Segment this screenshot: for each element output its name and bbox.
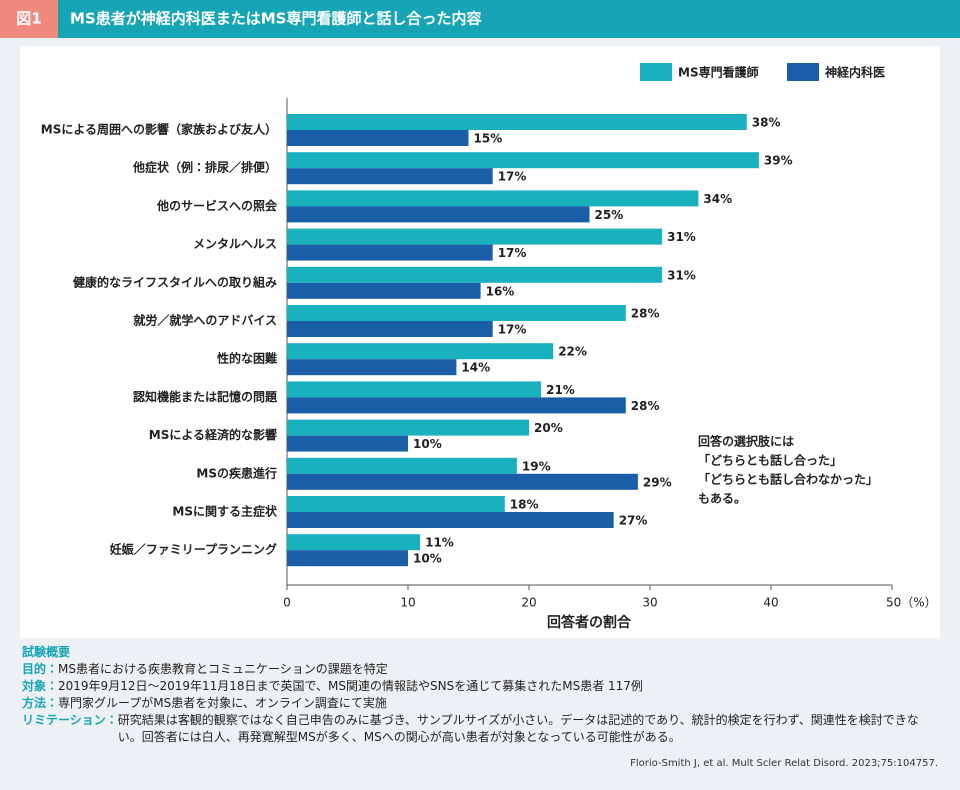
value-label: 17%	[498, 246, 527, 260]
bar	[287, 419, 529, 436]
bar	[287, 397, 626, 414]
bar	[287, 305, 626, 321]
value-label: 10%	[413, 437, 442, 451]
x-tick-label: 40	[763, 596, 778, 610]
annotation: 回答の選択肢には	[698, 434, 794, 449]
y-tick-label: 健康的なライフスタイルへの取り組み	[72, 274, 277, 289]
bar	[287, 282, 481, 299]
y-tick-label: メンタルヘルス	[193, 237, 277, 251]
y-tick-label: MSに関する主症状	[172, 504, 278, 519]
footer-label: リミテーション：	[22, 713, 118, 727]
bar	[287, 534, 421, 551]
bar	[287, 550, 408, 567]
value-label: 15%	[474, 132, 503, 146]
bar	[287, 244, 493, 261]
value-label: 16%	[486, 284, 515, 298]
title-bar	[0, 0, 960, 38]
x-tick-label: 50（%）	[886, 596, 937, 610]
bar	[287, 321, 493, 337]
x-tick-label: 20	[521, 596, 536, 610]
value-label: 10%	[413, 552, 442, 566]
bar	[287, 457, 517, 474]
legend-swatch	[640, 63, 672, 81]
legend-label: MS専門看護師	[678, 65, 759, 80]
plot-panel	[20, 46, 940, 638]
value-label: 11%	[425, 536, 454, 550]
y-tick-label: MSの疾患進行	[196, 465, 277, 480]
chart-title: MS患者が神経内科医またはMS専門看護師と話し合った内容	[70, 10, 481, 28]
x-axis-title: 回答者の割合	[547, 614, 632, 631]
value-label: 21%	[546, 383, 575, 397]
value-label: 19%	[522, 459, 551, 473]
bar	[287, 435, 408, 452]
bar	[287, 381, 542, 398]
y-tick-label: 認知機能または記憶の問題	[133, 389, 278, 404]
value-label: 17%	[498, 323, 527, 337]
y-tick-label: 就労／就学へのアドバイス	[133, 313, 277, 328]
bar	[287, 130, 469, 146]
bar	[287, 168, 493, 185]
footer-item: 目的： MS患者における疾患教育とコミュニケーションの課題を特定	[22, 661, 942, 678]
value-label: 28%	[631, 399, 660, 413]
y-tick-label: MSによる周囲への影響（家族および友人）	[41, 122, 277, 137]
value-label: 14%	[461, 361, 490, 375]
value-label: 38%	[752, 116, 781, 130]
y-tick-label: 性的な困難	[216, 351, 277, 366]
footer-item: 対象： 2019年9月12日～2019年11月18日まで英国で、MS関連の情報誌や…	[22, 678, 942, 695]
footer-label: 方法：	[22, 696, 59, 710]
bar	[287, 114, 747, 130]
value-label: 22%	[558, 345, 587, 359]
value-label: 29%	[643, 475, 672, 489]
bar	[287, 359, 457, 376]
bar	[287, 152, 759, 169]
bar	[287, 228, 663, 245]
y-tick-label: MSによる経済的な影響	[149, 427, 277, 442]
bar	[287, 343, 554, 360]
figure-label: 図1	[16, 10, 41, 28]
footer-item: リミテーション： 研究結果は客観的観察ではなく自己申告のみに基づき、サンプルサイズ…	[22, 712, 942, 746]
bar	[287, 266, 663, 283]
value-label: 34%	[703, 192, 732, 206]
value-label: 31%	[667, 268, 696, 282]
y-tick-label: 他症状（例：排尿／排便）	[132, 160, 277, 175]
value-label: 25%	[595, 208, 624, 222]
footer: 試験概要 目的： MS患者における疾患教育とコミュニケーションの課題を特定 対象： 2…	[22, 644, 942, 746]
y-tick-label: 妊娠／ファミリープランニング	[110, 542, 277, 557]
bar	[287, 190, 699, 207]
bar	[287, 512, 614, 528]
value-label: 27%	[619, 514, 648, 528]
legend-swatch	[787, 63, 819, 81]
bar	[287, 473, 638, 490]
value-label: 20%	[534, 421, 563, 435]
footer-heading: 試験概要	[22, 645, 71, 659]
footer-label: 目的：	[22, 662, 59, 676]
footer-text: 研究結果は客観的観察ではなく自己申告のみに基づき、サンプルサイズが小さい。データ…	[117, 713, 919, 744]
x-tick-label: 0	[283, 596, 291, 610]
annotation: 「どちらとも話し合った」	[698, 453, 842, 468]
x-tick-label: 10	[400, 596, 415, 610]
value-label: 31%	[667, 230, 696, 244]
footer-text: 専門家グループがMS患者を対象に、オンライン調査にて実施	[58, 696, 387, 710]
value-label: 18%	[510, 498, 539, 512]
annotation: 「どちらとも話し合わなかった」	[698, 472, 878, 487]
footer-text: MS患者における疾患教育とコミュニケーションの課題を特定	[58, 662, 388, 676]
footer-item: 方法： 専門家グループがMS患者を対象に、オンライン調査にて実施	[22, 695, 942, 712]
annotation: もある。	[698, 492, 746, 506]
value-label: 39%	[764, 154, 793, 168]
citation: Florio-Smith J, et al. Mult Scler Relat …	[630, 758, 938, 769]
footer-text: 2019年9月12日～2019年11月18日まで英国で、MS関連の情報誌やSNS…	[58, 679, 643, 693]
value-label: 28%	[631, 307, 660, 321]
footer-label: 対象：	[22, 679, 59, 693]
value-label: 17%	[498, 170, 527, 184]
legend-label: 神経内科医	[824, 65, 885, 80]
bar	[287, 206, 590, 223]
bar	[287, 496, 505, 512]
figure-label-box	[0, 0, 58, 38]
chart: 図1 MS患者が神経内科医またはMS専門看護師と話し合った内容 0 10 20 30 4…	[0, 0, 960, 638]
y-tick-label: 他のサービスへの照会	[156, 198, 278, 213]
x-tick-label: 30	[642, 596, 657, 610]
